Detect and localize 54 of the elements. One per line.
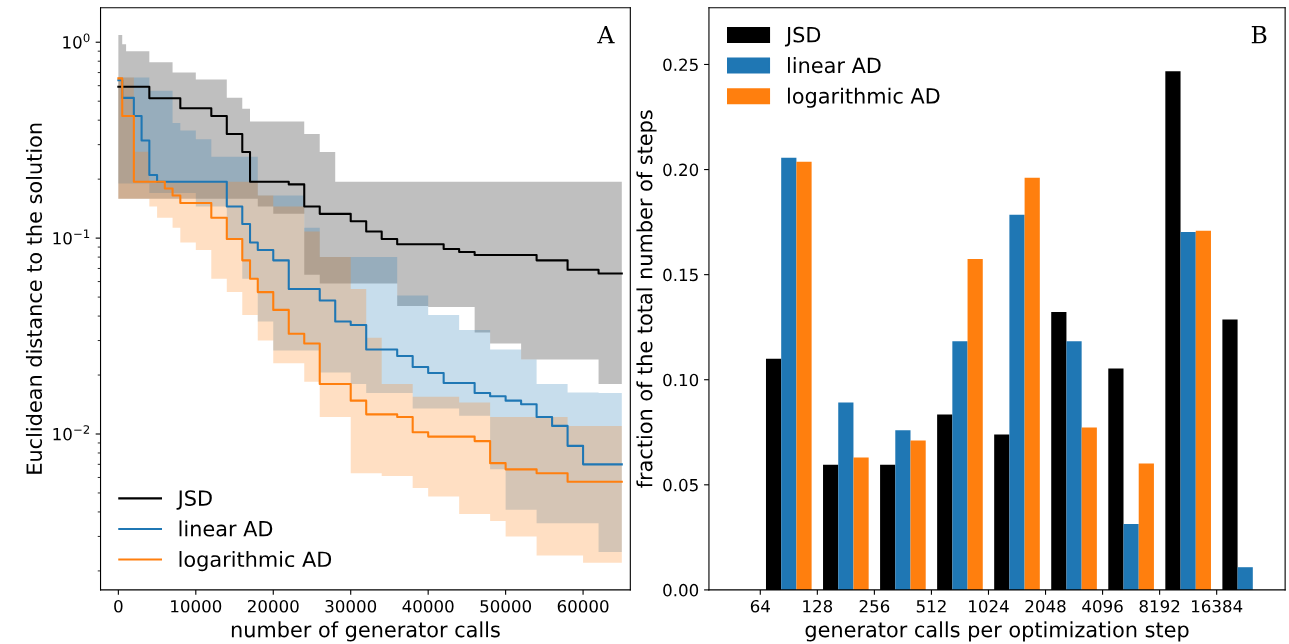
bar [1180,231,1196,590]
x-axis-title: number of generator calls [231,621,500,642]
bar [1123,523,1139,590]
bar [1009,214,1025,590]
annotation: A [597,25,615,44]
bar [952,341,968,590]
x-tick-label: 30000 [325,599,377,613]
y-tick-label: 0.10 [663,373,699,387]
x-tick-label: 128 [803,599,833,613]
x-tick-label: 16384 [1192,599,1243,613]
bar [1066,341,1082,590]
x-tick-label: 8192 [1139,599,1180,613]
bar [1024,177,1040,590]
bar [910,440,926,590]
bar [838,402,854,590]
legend-label: JSD [784,26,821,47]
bar [895,430,911,590]
y-tick-label: 0.00 [663,583,699,597]
bar [853,457,869,590]
x-tick-label: 0 [114,599,123,613]
bar [796,161,812,590]
bar [1237,567,1253,590]
x-tick-label: 1024 [969,599,1009,613]
y-tick-label: 0.05 [663,478,698,492]
x-tick-label: 2048 [1025,599,1066,613]
y-axis-title: fraction of the total number of steps [636,110,657,488]
y-tick-label: 0.15 [663,268,698,282]
x-axis-title: generator calls per optimization step [805,621,1189,642]
y-tick-label: 0.25 [663,58,698,72]
legend-label: logarithmic AD [788,87,940,108]
annotation: B [1251,25,1267,44]
legend-label: linear AD [788,57,881,74]
y-tick-label: 10$^{−1}$ [53,229,90,245]
legend-label: logarithmic AD [179,550,332,572]
bar [781,157,797,590]
x-tick-label: 10000 [171,599,222,613]
bar [1195,230,1211,590]
y-tick-label: 10$^{−2}$ [53,425,90,441]
y-tick-label: 0.20 [663,163,699,177]
legend-label: JSD [176,490,212,510]
x-tick-label: 50000 [480,599,532,613]
y-axis-title: Euclidean distance to the solution [25,123,43,474]
x-tick-label: 20000 [247,599,299,613]
bar [967,258,983,590]
x-tick-label: 4096 [1082,599,1123,613]
x-tick-label: 60000 [557,599,609,613]
x-tick-label: 64 [750,599,770,613]
x-tick-label: 256 [859,599,890,613]
x-tick-label: 40000 [402,599,454,613]
y-tick-label: 10$^{0}$ [63,33,90,49]
legend-label: linear AD [179,520,273,537]
bar [1138,463,1154,590]
bar [1081,427,1097,590]
x-tick-label: 512 [916,599,946,613]
